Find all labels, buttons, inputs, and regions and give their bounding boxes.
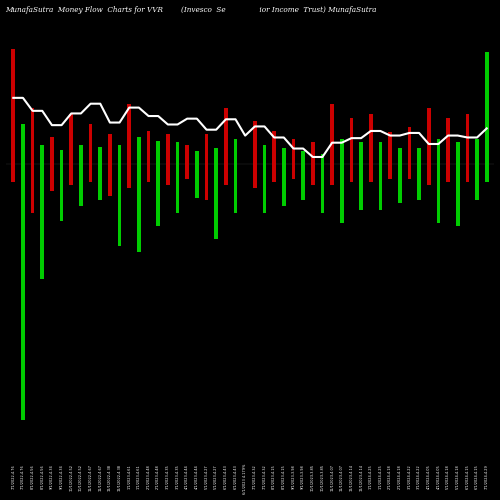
Bar — [224, 108, 228, 164]
Bar — [88, 124, 92, 164]
Bar — [378, 164, 382, 210]
Bar — [176, 142, 180, 164]
Bar — [340, 164, 344, 222]
Bar — [156, 164, 160, 226]
Bar — [320, 164, 324, 213]
Bar — [195, 164, 198, 198]
Bar — [146, 164, 150, 182]
Bar — [350, 118, 354, 164]
Bar — [137, 138, 140, 164]
Bar — [146, 130, 150, 164]
Text: MunafaSutra  Money Flow  Charts for VVR        (Invesco  Se               ior In: MunafaSutra Money Flow Charts for VVR (I… — [6, 6, 377, 14]
Bar — [302, 164, 305, 200]
Bar — [340, 139, 344, 164]
Bar — [137, 164, 140, 252]
Bar — [88, 164, 92, 182]
Bar — [166, 134, 170, 164]
Bar — [40, 146, 44, 164]
Bar — [253, 164, 256, 188]
Bar — [98, 164, 102, 200]
Bar — [204, 134, 208, 164]
Bar — [282, 164, 286, 206]
Bar — [456, 164, 460, 226]
Bar — [31, 108, 34, 164]
Bar — [60, 150, 64, 164]
Bar — [195, 151, 198, 164]
Bar — [330, 164, 334, 185]
Bar — [118, 146, 122, 164]
Bar — [31, 164, 34, 213]
Bar — [60, 164, 64, 221]
Bar — [108, 134, 112, 164]
Bar — [40, 164, 44, 278]
Bar — [108, 164, 112, 196]
Bar — [330, 104, 334, 164]
Bar — [436, 139, 440, 164]
Bar — [369, 164, 372, 182]
Bar — [186, 164, 189, 180]
Bar — [475, 139, 479, 164]
Bar — [436, 164, 440, 222]
Bar — [466, 114, 469, 164]
Bar — [417, 164, 421, 200]
Bar — [50, 138, 54, 164]
Bar — [12, 164, 15, 182]
Bar — [398, 148, 402, 164]
Bar — [70, 114, 73, 164]
Bar — [427, 164, 430, 185]
Bar — [388, 164, 392, 180]
Bar — [21, 124, 25, 164]
Bar — [234, 139, 237, 164]
Bar — [292, 164, 296, 180]
Bar — [214, 148, 218, 164]
Bar — [70, 164, 73, 185]
Bar — [456, 142, 460, 164]
Bar — [292, 139, 296, 164]
Bar — [262, 146, 266, 164]
Bar — [427, 108, 430, 164]
Bar — [12, 48, 15, 164]
Bar — [234, 164, 237, 213]
Bar — [50, 164, 54, 192]
Bar — [98, 147, 102, 164]
Bar — [388, 132, 392, 164]
Bar — [302, 151, 305, 164]
Bar — [156, 140, 160, 164]
Bar — [128, 164, 131, 188]
Bar — [272, 130, 276, 164]
Bar — [417, 148, 421, 164]
Bar — [466, 164, 469, 182]
Bar — [262, 164, 266, 213]
Bar — [485, 164, 488, 182]
Bar — [79, 146, 83, 164]
Bar — [21, 164, 25, 420]
Bar — [475, 164, 479, 200]
Bar — [369, 114, 372, 164]
Bar — [320, 154, 324, 164]
Bar — [446, 164, 450, 182]
Bar — [485, 52, 488, 164]
Bar — [408, 128, 412, 164]
Bar — [350, 164, 354, 182]
Bar — [378, 142, 382, 164]
Bar — [224, 164, 228, 185]
Bar — [186, 146, 189, 164]
Bar — [128, 104, 131, 164]
Bar — [282, 148, 286, 164]
Bar — [446, 118, 450, 164]
Bar — [204, 164, 208, 200]
Bar — [272, 164, 276, 182]
Bar — [253, 121, 256, 164]
Bar — [176, 164, 180, 213]
Bar — [166, 164, 170, 185]
Bar — [118, 164, 122, 246]
Bar — [398, 164, 402, 203]
Bar — [360, 142, 363, 164]
Bar — [79, 164, 83, 206]
Bar — [360, 164, 363, 210]
Bar — [311, 164, 314, 185]
Bar — [311, 142, 314, 164]
Bar — [214, 164, 218, 239]
Bar — [408, 164, 412, 180]
